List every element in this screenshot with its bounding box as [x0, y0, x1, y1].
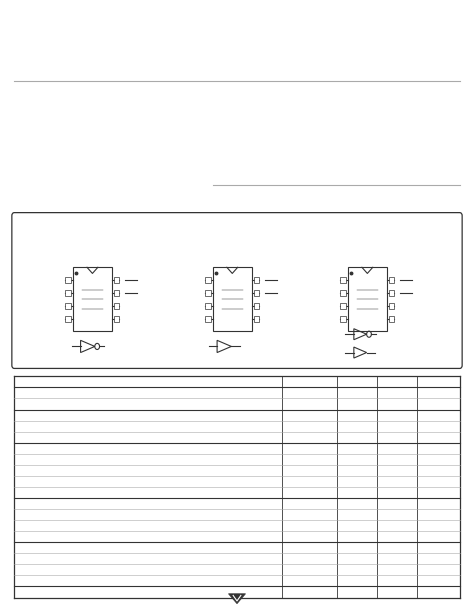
Bar — [205, 290, 211, 296]
Bar — [205, 303, 211, 309]
Bar — [114, 290, 119, 296]
Bar — [340, 303, 346, 309]
Bar — [254, 277, 259, 284]
Bar — [254, 290, 259, 296]
Bar — [73, 268, 112, 331]
Bar — [213, 268, 252, 331]
Bar — [114, 315, 119, 321]
Bar — [205, 277, 211, 284]
Bar — [114, 277, 119, 284]
Bar — [340, 315, 346, 321]
Bar — [340, 277, 346, 284]
Bar — [348, 268, 387, 331]
Polygon shape — [228, 594, 246, 604]
Bar — [340, 290, 346, 296]
Bar — [389, 277, 394, 284]
Bar — [389, 290, 394, 296]
Bar — [65, 315, 71, 321]
Bar — [254, 315, 259, 321]
Bar — [65, 303, 71, 309]
Bar — [254, 303, 259, 309]
Bar — [205, 315, 211, 321]
Bar — [389, 303, 394, 309]
Bar — [114, 303, 119, 309]
Bar — [389, 315, 394, 321]
Bar — [65, 277, 71, 284]
Bar — [65, 290, 71, 296]
